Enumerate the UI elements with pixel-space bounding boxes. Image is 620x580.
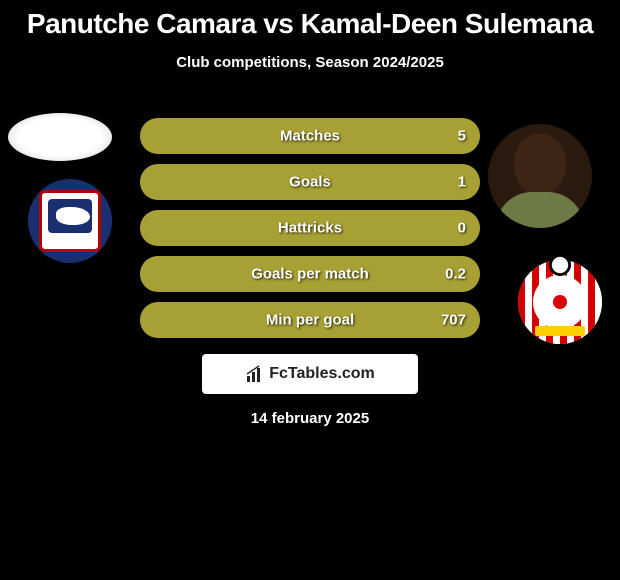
scarf-icon bbox=[535, 326, 585, 336]
stat-value-right: 0.2 bbox=[445, 266, 466, 283]
ball-icon bbox=[549, 254, 571, 276]
brand-badge: FcTables.com bbox=[202, 354, 418, 394]
page-title: Panutche Camara vs Kamal-Deen Sulemana bbox=[0, 0, 620, 40]
stat-label: Goals bbox=[140, 174, 480, 191]
stats-list: Matches 5 Goals 1 Hattricks 0 Goals per … bbox=[0, 118, 620, 348]
stat-row: Goals per match 0.2 bbox=[140, 256, 480, 292]
date-label: 14 february 2025 bbox=[0, 410, 620, 427]
stat-value-right: 707 bbox=[441, 312, 466, 329]
stat-value-right: 5 bbox=[458, 128, 466, 145]
stat-row: Min per goal 707 bbox=[140, 302, 480, 338]
stat-value-right: 0 bbox=[458, 220, 466, 237]
comparison-card: Panutche Camara vs Kamal-Deen Sulemana C… bbox=[0, 0, 620, 580]
stat-label: Min per goal bbox=[140, 312, 480, 329]
bar-chart-icon bbox=[245, 364, 265, 384]
brand-text: FcTables.com bbox=[269, 365, 375, 383]
club-right-center bbox=[533, 275, 587, 329]
stat-label: Matches bbox=[140, 128, 480, 145]
stat-label: Hattricks bbox=[140, 220, 480, 237]
subtitle: Club competitions, Season 2024/2025 bbox=[0, 54, 620, 71]
stat-value-right: 1 bbox=[458, 174, 466, 191]
stat-row: Goals 1 bbox=[140, 164, 480, 200]
stat-label: Goals per match bbox=[140, 266, 480, 283]
stat-row: Hattricks 0 bbox=[140, 210, 480, 246]
stat-row: Matches 5 bbox=[140, 118, 480, 154]
